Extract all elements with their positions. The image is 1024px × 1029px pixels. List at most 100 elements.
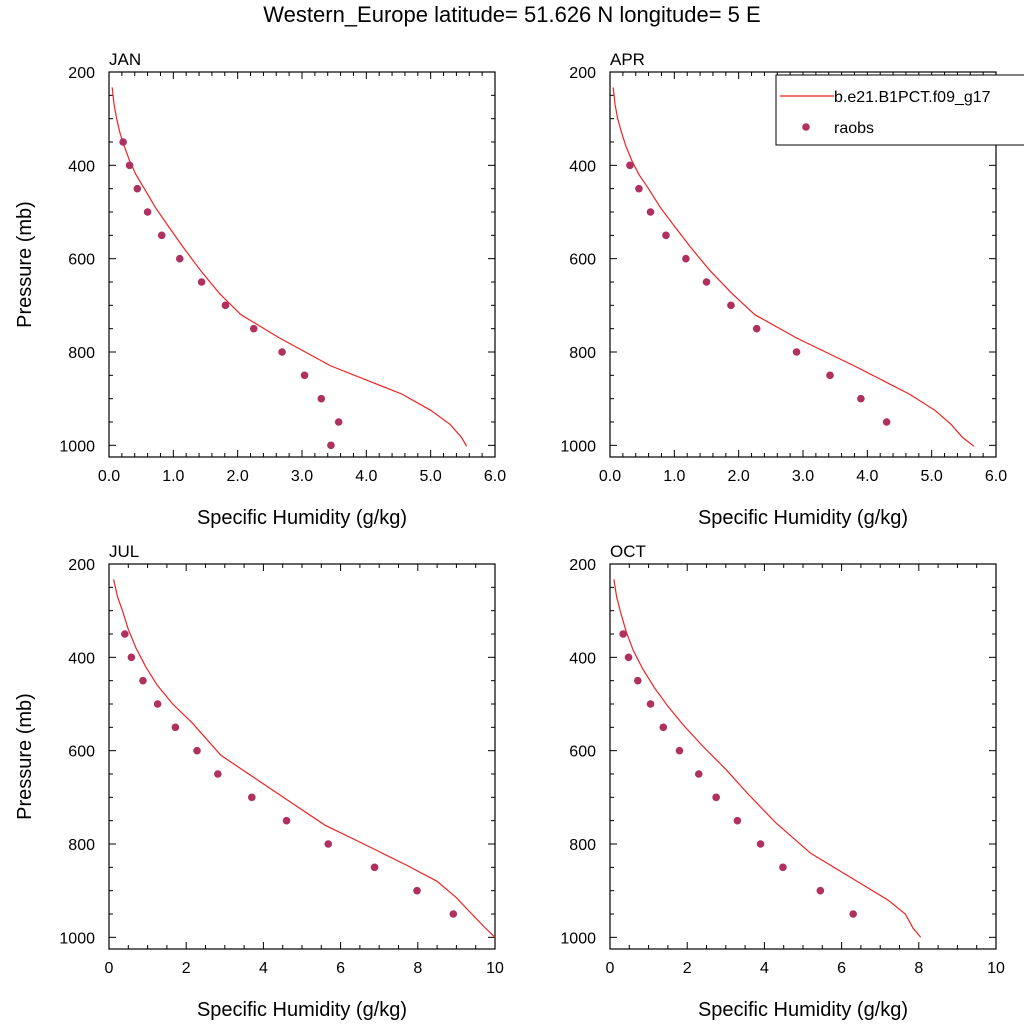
raobs-point bbox=[317, 394, 326, 403]
raobs-point bbox=[334, 418, 343, 426]
raobs-point bbox=[702, 278, 711, 286]
legend-box bbox=[775, 74, 1024, 146]
y-tick-label: 1000 bbox=[560, 438, 596, 455]
raobs-point bbox=[119, 138, 127, 146]
x-tick-label: 5.0 bbox=[921, 468, 943, 485]
raobs-point bbox=[157, 231, 166, 240]
raobs-point bbox=[733, 816, 742, 825]
y-tick-label: 1000 bbox=[59, 930, 95, 947]
x-tick-label: 4 bbox=[760, 960, 769, 977]
raobs-point bbox=[624, 653, 633, 662]
raobs-point bbox=[125, 161, 134, 170]
raobs-point bbox=[133, 184, 142, 193]
x-tick-label: 10 bbox=[486, 960, 504, 977]
x-axis-label: Specific Humidity (g/kg) bbox=[197, 507, 407, 529]
raobs-point bbox=[171, 723, 180, 732]
x-tick-label: 4.0 bbox=[856, 468, 878, 485]
raobs-point bbox=[675, 746, 684, 755]
raobs-point bbox=[248, 793, 256, 802]
y-tick-label: 400 bbox=[68, 650, 95, 667]
panel-oct: OCT 0 2 4 6 8 10 200 400 600 800 1000 Specific Humid… bbox=[560, 542, 1005, 1021]
panel-jan: JAN 0.0 1.0 2.0 3.0 4.0 5.0 6.0 200 400 600 800 1000… bbox=[14, 50, 506, 529]
model-profile-line bbox=[113, 579, 496, 938]
raobs-point bbox=[153, 700, 162, 708]
raobs-point bbox=[826, 371, 834, 380]
y-tick-label: 600 bbox=[569, 252, 596, 269]
y-tick-label: 200 bbox=[68, 65, 95, 82]
raobs-point bbox=[127, 653, 136, 662]
plot-frame bbox=[108, 563, 496, 950]
y-tick-label: 400 bbox=[68, 158, 95, 175]
raobs-point bbox=[619, 630, 627, 638]
y-tick-label: 200 bbox=[569, 557, 596, 574]
plot-frame bbox=[609, 563, 997, 950]
x-tick-label: 6.0 bbox=[985, 468, 1007, 485]
y-tick-label: 600 bbox=[68, 744, 95, 761]
x-tick-label: 3.0 bbox=[792, 468, 814, 485]
raobs-point bbox=[849, 910, 857, 918]
raobs-point bbox=[659, 723, 668, 732]
y-tick-label: 800 bbox=[68, 837, 95, 854]
panel-label: APR bbox=[610, 50, 645, 69]
x-tick-label: 0 bbox=[105, 960, 114, 977]
panel-label: OCT bbox=[610, 542, 646, 561]
panel-label: JUL bbox=[109, 542, 139, 561]
x-tick-label: 10 bbox=[987, 960, 1005, 977]
raobs-point bbox=[221, 301, 230, 310]
x-tick-label: 0 bbox=[606, 960, 615, 977]
raobs-point bbox=[121, 630, 129, 638]
x-tick-label: 5.0 bbox=[420, 468, 442, 485]
model-profile-line bbox=[612, 87, 975, 447]
panel-jul: JUL 0 2 4 6 8 10 200 400 600 800 1000 Specific Humid… bbox=[14, 542, 504, 1021]
plot-frame bbox=[108, 71, 496, 458]
x-axis-label: Specific Humidity (g/kg) bbox=[197, 999, 407, 1021]
x-tick-label: 3.0 bbox=[291, 468, 313, 485]
raobs-point bbox=[792, 348, 801, 356]
raobs-point bbox=[214, 770, 222, 778]
raobs-point bbox=[779, 863, 787, 872]
y-tick-label: 600 bbox=[68, 252, 95, 269]
raobs-point bbox=[626, 161, 634, 170]
y-tick-label: 1000 bbox=[560, 930, 596, 947]
x-tick-label: 2 bbox=[182, 960, 191, 977]
raobs-point bbox=[282, 816, 291, 825]
raobs-point bbox=[327, 441, 335, 450]
raobs-point bbox=[300, 371, 309, 380]
y-tick-label: 800 bbox=[569, 837, 596, 854]
raobs-point bbox=[449, 910, 458, 918]
x-tick-label: 2.0 bbox=[227, 468, 249, 485]
y-axis-label: Pressure (mb) bbox=[14, 201, 36, 328]
x-tick-label: 2.0 bbox=[728, 468, 750, 485]
y-tick-label: 200 bbox=[68, 557, 95, 574]
y-tick-label: 400 bbox=[569, 158, 596, 175]
raobs-point bbox=[646, 208, 655, 216]
raobs-point bbox=[635, 184, 643, 193]
x-tick-label: 4 bbox=[259, 960, 268, 977]
raobs-point bbox=[370, 863, 379, 872]
y-tick-label: 600 bbox=[569, 744, 596, 761]
raobs-point bbox=[249, 324, 258, 333]
raobs-point bbox=[682, 254, 690, 263]
legend-model-label: b.e21.B1PCT.f09_g17 bbox=[834, 89, 991, 106]
x-tick-label: 6 bbox=[837, 960, 846, 977]
y-tick-label: 200 bbox=[569, 65, 596, 82]
raobs-point bbox=[175, 254, 184, 263]
raobs-point bbox=[278, 348, 286, 356]
raobs-point bbox=[662, 231, 670, 240]
raobs-point bbox=[882, 418, 891, 426]
x-tick-label: 0.0 bbox=[98, 468, 120, 485]
x-tick-label: 8 bbox=[914, 960, 923, 977]
raobs-point bbox=[816, 886, 825, 895]
x-tick-label: 4.0 bbox=[355, 468, 377, 485]
x-tick-label: 0.0 bbox=[599, 468, 621, 485]
x-tick-label: 1.0 bbox=[162, 468, 184, 485]
x-tick-label: 8 bbox=[413, 960, 422, 977]
raobs-point bbox=[413, 886, 421, 895]
legend-marker-swatch bbox=[802, 123, 810, 131]
x-axis-label: Specific Humidity (g/kg) bbox=[698, 999, 908, 1021]
figure-title: Western_Europe latitude= 51.626 N longit… bbox=[263, 2, 761, 27]
y-axis-label: Pressure (mb) bbox=[14, 693, 36, 820]
y-tick-label: 400 bbox=[569, 650, 596, 667]
raobs-point bbox=[752, 324, 761, 333]
